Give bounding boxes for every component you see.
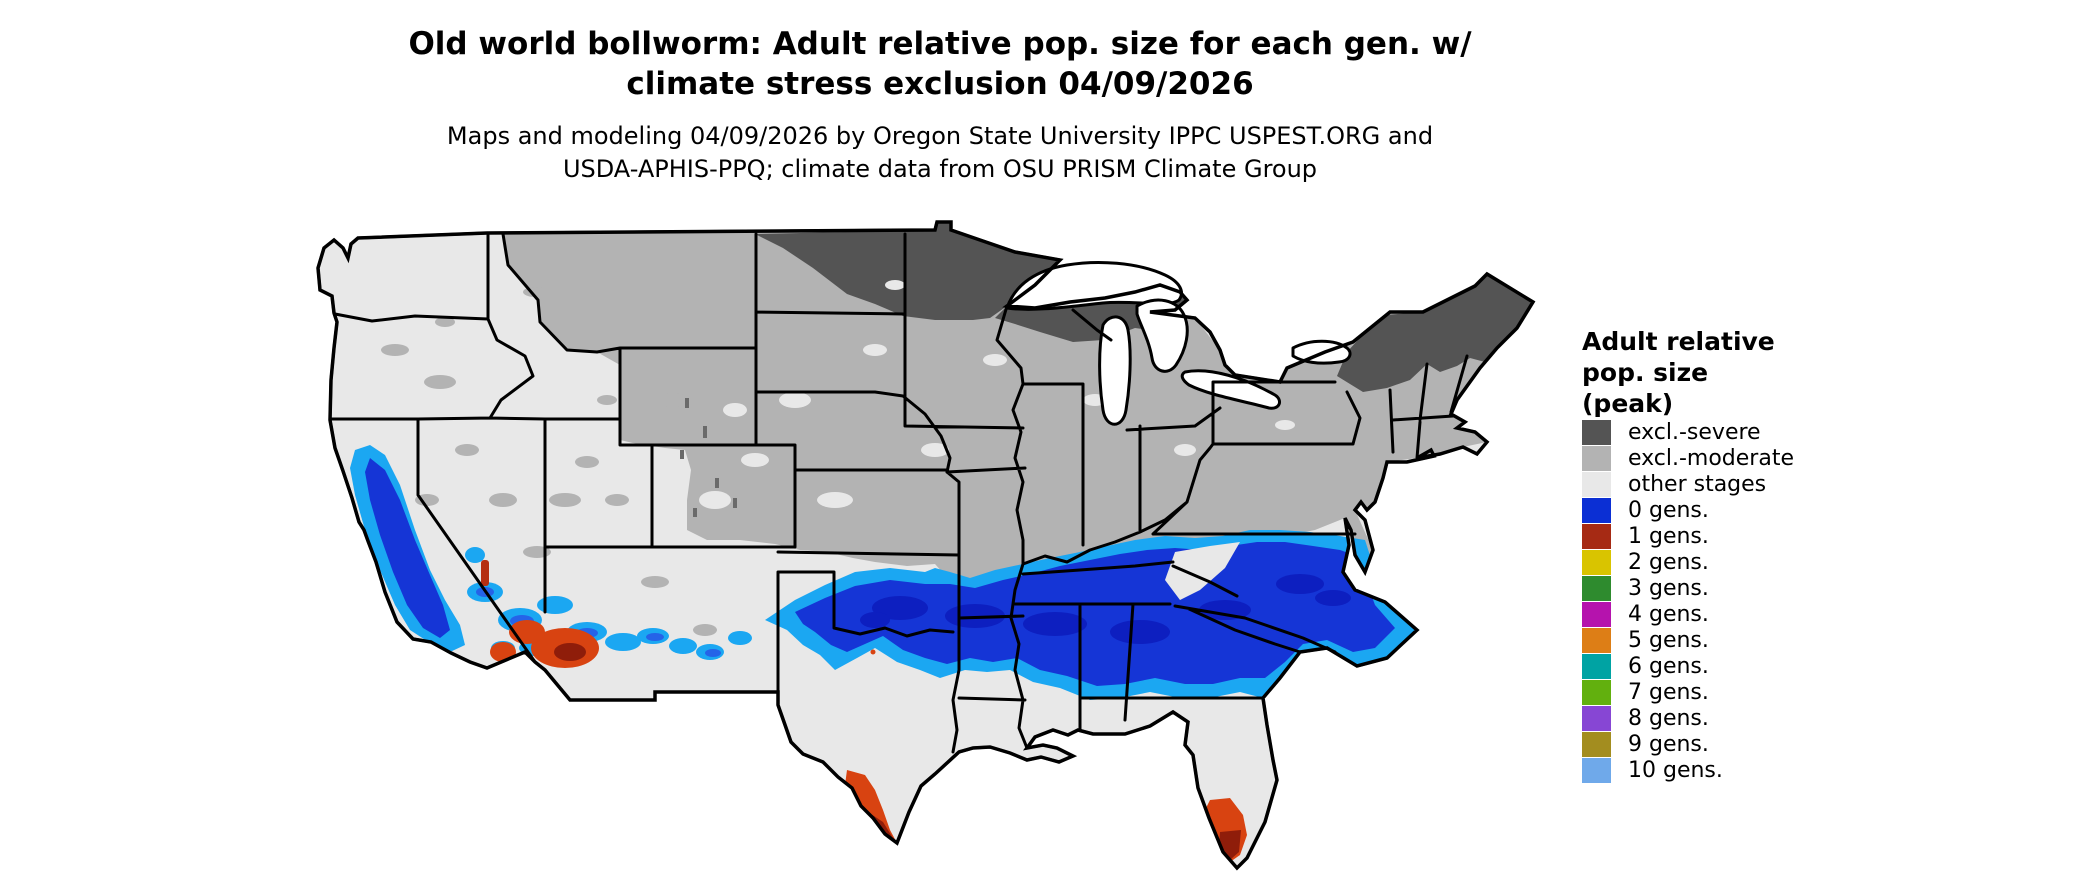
legend-swatch-excl-moderate bbox=[1582, 446, 1611, 471]
legend-label-excl-moderate: excl.-moderate bbox=[1628, 446, 1794, 471]
map-region-excl-severe-north bbox=[755, 222, 1060, 320]
great-lakes bbox=[1005, 261, 1352, 426]
legend-label-2-gens: 2 gens. bbox=[1628, 550, 1709, 575]
legend-swatch-other-stages bbox=[1582, 472, 1611, 497]
title-line-1: Old world bollworm: Adult relative pop. … bbox=[408, 26, 1472, 62]
legend-label-1-gens: 1 gens. bbox=[1628, 524, 1709, 549]
title-line-2: climate stress exclusion 04/09/2026 bbox=[626, 66, 1254, 102]
legend-label-other-stages: other stages bbox=[1628, 472, 1767, 497]
legend-label-3-gens: 3 gens. bbox=[1628, 576, 1709, 601]
page-title: Old world bollworm: Adult relative pop. … bbox=[0, 24, 1880, 104]
legend: Adult relative pop. size (peak) excl.-se… bbox=[1582, 326, 1882, 784]
legend-swatch-9-gens bbox=[1582, 732, 1611, 757]
legend-swatch-3-gens bbox=[1582, 576, 1611, 601]
legend-row-10-gens: 10 gens. bbox=[1582, 758, 1882, 783]
lake-superior bbox=[1005, 261, 1183, 311]
page-subtitle: Maps and modeling 04/09/2026 by Oregon S… bbox=[0, 120, 1880, 186]
us-generation-map bbox=[235, 200, 1555, 890]
map-region-appalachian-gap bbox=[1165, 542, 1240, 600]
subtitle-line-2: USDA-APHIS-PPQ; climate data from OSU PR… bbox=[562, 155, 1318, 183]
legend-row-excl-moderate: excl.-moderate bbox=[1582, 446, 1882, 471]
lake-huron bbox=[1135, 298, 1189, 373]
legend-swatch-5-gens bbox=[1582, 628, 1611, 653]
map-color-regions bbox=[350, 222, 1533, 868]
legend-label-9-gens: 9 gens. bbox=[1628, 732, 1709, 757]
subtitle-line-1: Maps and modeling 04/09/2026 by Oregon S… bbox=[446, 122, 1434, 150]
legend-label-6-gens: 6 gens. bbox=[1628, 654, 1709, 679]
legend-label-10-gens: 10 gens. bbox=[1628, 758, 1723, 783]
legend-row-9-gens: 9 gens. bbox=[1582, 732, 1882, 757]
legend-label-5-gens: 5 gens. bbox=[1628, 628, 1709, 653]
legend-title-line-2: pop. size bbox=[1582, 358, 1709, 387]
legend-swatch-8-gens bbox=[1582, 706, 1611, 731]
map-region-excl-moderate bbox=[503, 222, 1533, 596]
legend-title-line-1: Adult relative bbox=[1582, 327, 1775, 356]
map-region-excl-severe-northeast bbox=[1337, 274, 1533, 392]
us-map-svg bbox=[316, 220, 1535, 870]
legend-row-3-gens: 3 gens. bbox=[1582, 576, 1882, 601]
legend-swatch-6-gens bbox=[1582, 654, 1611, 679]
legend-swatch-1-gens bbox=[1582, 524, 1611, 549]
legend-swatch-4-gens bbox=[1582, 602, 1611, 627]
legend-swatch-7-gens bbox=[1582, 680, 1611, 705]
legend-rows: excl.-severe excl.-moderate other stages… bbox=[1582, 420, 1882, 783]
map-speckle-dark bbox=[680, 398, 737, 517]
lake-erie bbox=[1180, 369, 1281, 410]
lake-michigan bbox=[1098, 315, 1132, 426]
legend-swatch-0-gens bbox=[1582, 498, 1611, 523]
legend-row-5-gens: 5 gens. bbox=[1582, 628, 1882, 653]
legend-row-2-gens: 2 gens. bbox=[1582, 550, 1882, 575]
legend-label-7-gens: 7 gens. bbox=[1628, 680, 1709, 705]
legend-row-4-gens: 4 gens. bbox=[1582, 602, 1882, 627]
legend-label-8-gens: 8 gens. bbox=[1628, 706, 1709, 731]
legend-row-0-gens: 0 gens. bbox=[1582, 498, 1882, 523]
legend-swatch-10-gens bbox=[1582, 758, 1611, 783]
legend-row-7-gens: 7 gens. bbox=[1582, 680, 1882, 705]
legend-row-8-gens: 8 gens. bbox=[1582, 706, 1882, 731]
map-region-california-blue bbox=[365, 458, 450, 638]
legend-label-4-gens: 4 gens. bbox=[1628, 602, 1709, 627]
legend-row-excl-severe: excl.-severe bbox=[1582, 420, 1882, 445]
map-region-gen0-blue-core bbox=[795, 542, 1395, 686]
map-speckle-light bbox=[699, 280, 1295, 509]
legend-label-excl-severe: excl.-severe bbox=[1628, 420, 1761, 445]
legend-row-1-gens: 1 gens. bbox=[1582, 524, 1882, 549]
legend-label-0-gens: 0 gens. bbox=[1628, 498, 1709, 523]
legend-swatch-excl-severe bbox=[1582, 420, 1611, 445]
legend-swatch-2-gens bbox=[1582, 550, 1611, 575]
legend-row-6-gens: 6 gens. bbox=[1582, 654, 1882, 679]
legend-title-line-3: (peak) bbox=[1582, 389, 1674, 418]
legend-row-other-stages: other stages bbox=[1582, 472, 1882, 497]
map-region-gen0-navy-blotches bbox=[860, 574, 1351, 644]
